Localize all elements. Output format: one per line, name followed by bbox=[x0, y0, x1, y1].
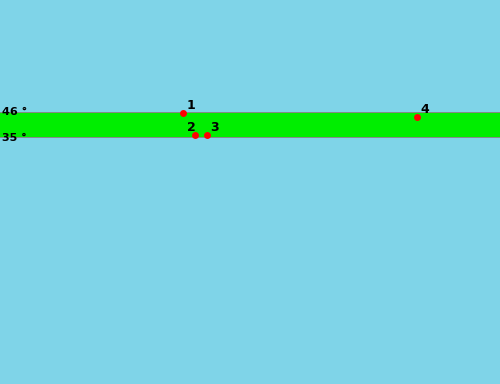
Text: 3: 3 bbox=[210, 121, 219, 134]
Text: 2: 2 bbox=[187, 121, 196, 134]
Text: 46 °: 46 ° bbox=[2, 107, 28, 117]
Bar bbox=[0, 113, 500, 137]
Text: 1: 1 bbox=[186, 99, 195, 111]
Text: 4: 4 bbox=[420, 103, 429, 116]
Text: 35 °: 35 ° bbox=[2, 133, 27, 143]
